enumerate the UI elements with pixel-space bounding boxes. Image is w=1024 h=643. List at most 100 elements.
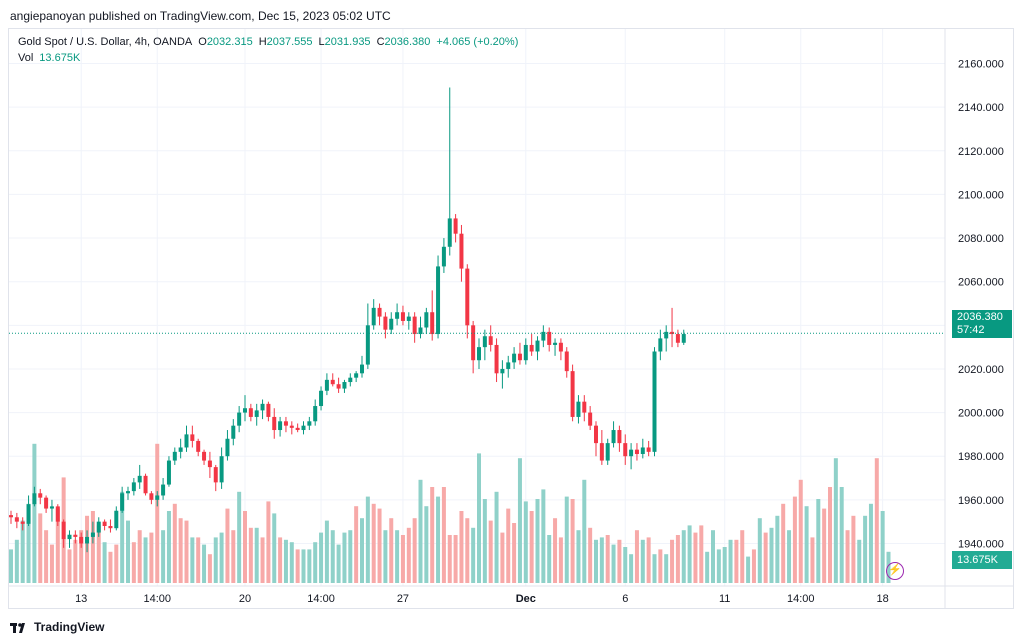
candle-body: [283, 421, 288, 426]
candle-body: [114, 510, 119, 529]
candle-body: [178, 447, 183, 452]
candle-body: [652, 351, 657, 452]
candle-body: [190, 434, 195, 441]
candle-body: [219, 456, 224, 483]
volume-bar: [96, 525, 101, 583]
candle-body: [207, 460, 212, 468]
candle-body: [395, 312, 400, 319]
volume-bar: [711, 530, 715, 583]
volume-bar: [570, 499, 575, 583]
volume-bar: [833, 458, 838, 583]
volume-bar: [324, 520, 329, 583]
volume-bar: [143, 537, 148, 583]
volume-bar: [535, 499, 540, 583]
volume-bar: [32, 443, 37, 583]
volume-bar: [605, 535, 610, 583]
candle-body: [44, 497, 49, 509]
candle-body: [14, 517, 19, 522]
volume-bar: [693, 532, 698, 583]
volume-bar: [816, 499, 821, 583]
open-label: O: [198, 36, 207, 48]
volume-bars: [9, 443, 891, 583]
candle-body: [558, 342, 563, 352]
candle-body: [301, 425, 306, 431]
volume-bar: [406, 527, 411, 583]
volume-bar: [365, 496, 370, 583]
candle-body: [471, 325, 476, 361]
volume-bar: [319, 532, 324, 583]
candle-body: [313, 406, 318, 422]
candle-body: [617, 430, 622, 444]
candle-body: [272, 416, 277, 431]
grid: [9, 29, 1013, 608]
volume-label[interactable]: Vol: [18, 52, 34, 64]
volume-bar: [441, 487, 446, 583]
candle-body: [202, 451, 207, 461]
volume-bar: [301, 549, 306, 583]
symbol-title[interactable]: Gold Spot / U.S. Dollar, 4h, OANDA: [18, 36, 193, 48]
volume-bar: [675, 535, 680, 583]
volume-bar: [400, 535, 405, 583]
published-line: angiepanoyan published on TradingView.co…: [10, 9, 391, 23]
candle-body: [260, 403, 265, 411]
candle-body: [500, 368, 505, 374]
volume-bar: [202, 544, 207, 583]
candle-body: [535, 340, 540, 352]
volume-bar: [137, 530, 142, 583]
volume-bar: [471, 527, 476, 583]
footer-brand[interactable]: TradingView: [10, 620, 104, 634]
volume-bar: [348, 530, 353, 583]
candle-body: [26, 504, 31, 524]
candle-body: [406, 316, 411, 321]
volume-bar: [576, 530, 581, 583]
volume-bar: [751, 549, 756, 583]
volume-bar: [787, 530, 792, 583]
candle-body: [166, 460, 171, 485]
volume-bar: [44, 530, 49, 583]
candle-body: [541, 331, 546, 341]
candle-body: [494, 344, 499, 374]
volume-bar: [213, 537, 218, 583]
volume-bar: [108, 551, 113, 583]
volume-bar: [482, 499, 487, 583]
candle-body: [9, 515, 13, 518]
volume-bar: [26, 503, 31, 583]
volume-bar: [868, 503, 873, 583]
chart-frame[interactable]: [8, 28, 1014, 609]
volume-bar: [500, 532, 505, 583]
candle-body: [570, 371, 575, 417]
volume-bar: [447, 535, 452, 583]
price-axis: 2160.000 2140.000 2120.000 2100.000 2080.000…: [958, 59, 1004, 551]
close-label: C: [376, 36, 385, 48]
x-tick-label: 6: [622, 593, 628, 605]
candle-body: [371, 307, 376, 326]
x-tick-label: 14:00: [787, 593, 815, 605]
y-tick-label: 2020.000: [958, 364, 1004, 376]
last-price-value: 2036.380: [957, 311, 1003, 323]
volume-bar: [804, 506, 809, 583]
volume-bar: [494, 491, 499, 583]
candle-body: [564, 351, 569, 372]
brand-name: TradingView: [34, 620, 105, 634]
volume-bar: [102, 542, 107, 583]
volume-bar: [149, 532, 154, 583]
candle-body: [383, 316, 388, 330]
candle-body: [623, 443, 628, 457]
volume-bar: [254, 527, 259, 583]
candle-body: [161, 484, 166, 496]
volume-bar: [734, 539, 739, 583]
close-value: 2036.380: [384, 36, 431, 48]
high-value: 2037.555: [266, 36, 313, 48]
volume-bar: [705, 551, 710, 583]
volume-bar: [196, 537, 201, 583]
time-axis: 13 14:00 20 14:00 27 Dec 6 11 14:00 18: [75, 593, 889, 605]
volume-bar: [155, 443, 160, 583]
volume-bar: [330, 530, 335, 583]
x-tick-label: 14:00: [143, 593, 171, 605]
volume-bar: [430, 487, 435, 583]
candle-body: [576, 401, 581, 417]
lightning-icon[interactable]: ⚡: [886, 562, 904, 580]
volume-bar: [219, 532, 224, 583]
